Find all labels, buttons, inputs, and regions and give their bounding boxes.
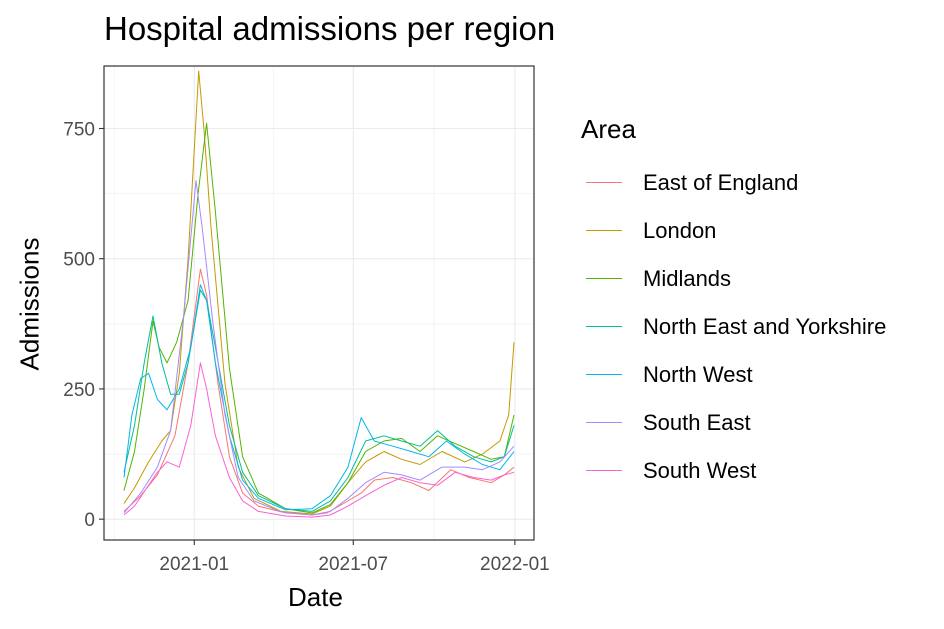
grid-minor: [104, 66, 534, 540]
legend-swatch: [586, 470, 622, 471]
plot-border: [103, 65, 535, 541]
plot-panel: [104, 66, 534, 540]
series-line-south-east: [123, 180, 515, 516]
legend-label: South West: [643, 458, 757, 483]
legend-item-east-of-england: East of England: [581, 169, 941, 197]
legend-swatch: [586, 230, 622, 231]
y-tick-label: 750: [63, 120, 95, 141]
y-tick-label: 0: [84, 510, 95, 531]
y-tick-label: 250: [63, 380, 95, 401]
y-tick-label: 500: [63, 250, 95, 271]
legend-label: Midlands: [643, 266, 732, 291]
legend-item-south-east: South East: [581, 409, 941, 437]
legend-swatch: [586, 278, 622, 279]
x-tick-label: 2021-07: [318, 554, 388, 575]
legend-label: London: [643, 218, 717, 243]
series-line-north-east-and-yorkshire: [123, 289, 515, 512]
chart-title: Hospital admissions per region: [104, 10, 556, 47]
series-line-midlands: [123, 122, 515, 514]
legend-item-north-east-and-yorkshire: North East and Yorkshire: [581, 313, 941, 341]
legend-item-midlands: Midlands: [581, 265, 941, 293]
legend-label: East of England: [643, 170, 799, 195]
series-line-south-west: [123, 362, 515, 518]
y-axis-label: Admissions: [14, 237, 45, 371]
series-line-north-west: [123, 284, 515, 511]
legend-swatch: [586, 374, 622, 375]
legend-title: Area: [581, 114, 636, 144]
legend-label: North West: [643, 362, 753, 387]
legend-swatch: [586, 326, 622, 327]
x-axis: 2021-01 2021-07 2022-01: [159, 540, 550, 575]
x-tick-label: 2022-01: [480, 554, 550, 575]
legend-label: North East and Yorkshire: [643, 314, 887, 339]
series-lines: [123, 70, 515, 518]
legend-item-south-west: South West: [581, 457, 941, 485]
legend-swatch: [586, 182, 622, 183]
legend-item-london: London: [581, 217, 941, 245]
legend-swatch: [586, 422, 622, 423]
x-axis-label: Date: [288, 582, 343, 612]
legend-label: South East: [643, 410, 751, 435]
x-tick-label: 2021-01: [159, 554, 229, 575]
legend-item-north-west: North West: [581, 361, 941, 389]
y-axis: 0 250 500 750: [63, 120, 104, 531]
